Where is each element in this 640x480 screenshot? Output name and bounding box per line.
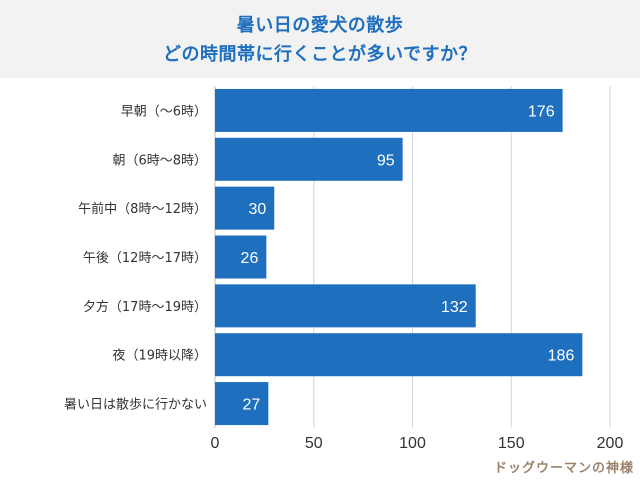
bar-value-label-1: 95 [377,152,395,169]
category-label-0: 早朝（〜6時） [121,104,207,119]
category-label-6: 暑い日は散歩に行かない [64,398,207,413]
watermark-logo: ドッグウーマンの神様 [493,461,634,476]
bar-value-label-2: 30 [248,201,266,218]
chart-title-line-2: どの時間帯に行くことが多いですか？ [163,44,477,65]
x-tick-label-4: 200 [597,435,624,452]
bar-value-label-4: 132 [441,299,468,316]
chart-title-line-1: 暑い日の愛犬の散歩 [236,15,404,36]
bar-0 [215,88,563,132]
category-label-3: 午後（12時〜17時） [83,251,207,266]
bar-6 [215,382,269,426]
gridlines [214,86,611,428]
x-tick-label-0: 0 [211,435,220,452]
labels: 0 50 100 150 200 176 早朝（〜6時） 95 朝（6時〜8時） 30 午前中（8時… [64,103,623,452]
x-tick-label-2: 100 [399,435,426,452]
category-label-1: 朝（6時〜8時） [112,153,207,168]
category-label-4: 夕方（17時〜19時） [83,299,207,315]
bar-3 [215,235,267,279]
bar-value-label-0: 176 [528,103,555,120]
bar-4 [215,284,476,328]
bar-value-label-6: 27 [243,397,261,414]
title-band [0,0,640,78]
bar-value-label-5: 186 [548,348,575,365]
bar-2 [215,186,275,230]
x-tick-label-3: 150 [498,435,525,452]
category-label-5: 夜（19時以降） [112,349,207,364]
x-tick-label-1: 50 [305,435,323,452]
bar-value-label-3: 26 [241,250,259,267]
category-label-2: 午前中（8時〜12時） [78,201,207,217]
bar-1 [215,137,403,181]
bars [215,88,583,426]
bar-5 [215,333,583,377]
